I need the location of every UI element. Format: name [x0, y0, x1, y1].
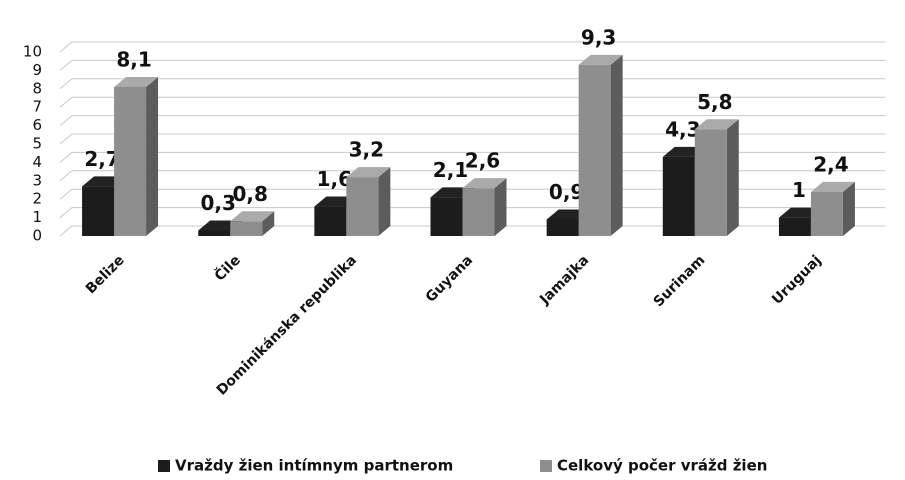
bar [546, 219, 579, 236]
bar-side [494, 178, 507, 236]
y-tick-label: 6 [32, 116, 42, 134]
bar [198, 230, 231, 236]
x-tick-label: Surinam [651, 252, 709, 310]
y-tick-label: 9 [32, 61, 42, 79]
bar-side [262, 211, 275, 236]
grid-line [59, 41, 885, 53]
bar [462, 188, 495, 236]
value-label: 5,8 [697, 90, 732, 114]
grid-line [59, 78, 885, 90]
bar-top [810, 181, 855, 192]
grid-line [59, 96, 885, 108]
bar-side [610, 54, 623, 236]
grid-line [59, 59, 885, 71]
x-tick-label: Čile [210, 251, 243, 284]
bar [230, 221, 263, 236]
y-tick-label: 0 [32, 227, 42, 245]
bar [578, 64, 611, 236]
y-tick-label: 5 [32, 135, 42, 153]
bar-side [378, 167, 391, 236]
bar-side [726, 119, 739, 236]
bar [662, 156, 695, 236]
bar-side [842, 181, 855, 236]
value-label: 3,2 [349, 138, 384, 162]
y-tick-label: 2 [32, 190, 42, 208]
y-tick-label: 1 [32, 208, 42, 226]
value-label: 1,6 [317, 167, 352, 191]
x-tick-label: Belize [83, 252, 128, 297]
value-label: 2,7 [84, 147, 119, 171]
bar [82, 186, 115, 236]
y-tick-label: 7 [32, 98, 42, 116]
value-label: 1 [792, 178, 806, 202]
value-label: 2,4 [813, 152, 848, 176]
grid-line [59, 115, 885, 126]
legend-label: Vraždy žien intímnym partnerom [175, 457, 453, 475]
x-tick-label: Uruguaj [769, 252, 824, 307]
legend-label: Celkový počer vrážd žien [557, 457, 767, 475]
bar-top [578, 54, 623, 65]
bar-top [230, 211, 275, 222]
bar [346, 177, 379, 236]
bar-top [114, 76, 159, 87]
x-tick-label: Guyana [423, 252, 476, 305]
bar-top [462, 178, 507, 189]
bar-top [694, 119, 739, 130]
bar [810, 191, 843, 236]
value-label: 9,3 [581, 25, 616, 49]
value-label: 0,8 [232, 182, 267, 206]
bar [778, 217, 811, 236]
legend-swatch [540, 460, 552, 472]
value-label: 8,1 [116, 47, 151, 71]
x-tick-label: Jamajka [536, 252, 592, 308]
y-tick-label: 10 [23, 43, 42, 61]
bar [430, 197, 463, 236]
bar-top [346, 167, 391, 178]
y-tick-label: 8 [32, 79, 42, 97]
value-label: 0,9 [549, 180, 584, 204]
value-label: 4,3 [665, 117, 700, 141]
grid-line [59, 133, 885, 145]
bar-side [146, 76, 159, 237]
bar [694, 129, 727, 236]
y-tick-label: 4 [32, 153, 42, 171]
x-tick-label: Dominikánska republika [214, 252, 360, 398]
legend-swatch [158, 460, 170, 472]
bar [314, 206, 347, 236]
value-label: 2,1 [433, 158, 468, 182]
bar [114, 86, 147, 237]
value-label: 0,3 [200, 191, 235, 215]
y-tick-label: 3 [32, 171, 42, 189]
value-label: 2,6 [465, 149, 500, 173]
